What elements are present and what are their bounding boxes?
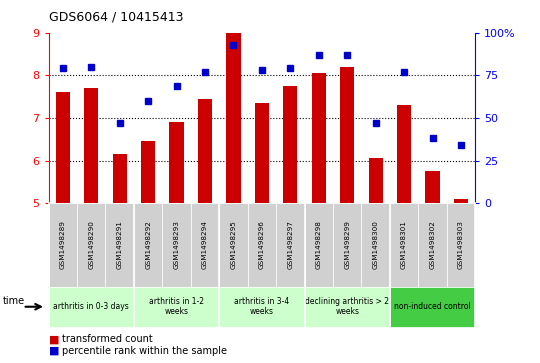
Bar xyxy=(312,73,326,203)
Text: arthritis in 0-3 days: arthritis in 0-3 days xyxy=(53,302,129,311)
Text: ■: ■ xyxy=(49,334,59,344)
Text: GSM1498297: GSM1498297 xyxy=(287,221,293,269)
Text: GSM1498290: GSM1498290 xyxy=(88,221,94,269)
Text: GSM1498298: GSM1498298 xyxy=(316,221,322,269)
Text: GSM1498295: GSM1498295 xyxy=(231,221,237,269)
Bar xyxy=(340,67,354,203)
Text: transformed count: transformed count xyxy=(62,334,153,344)
Text: GSM1498300: GSM1498300 xyxy=(373,221,379,269)
Bar xyxy=(283,86,298,203)
Bar xyxy=(56,93,70,203)
Bar xyxy=(368,159,383,203)
Text: GSM1498303: GSM1498303 xyxy=(458,221,464,269)
Text: GSM1498299: GSM1498299 xyxy=(344,221,350,269)
Text: GSM1498291: GSM1498291 xyxy=(117,221,123,269)
Text: ■: ■ xyxy=(49,346,59,356)
Text: percentile rank within the sample: percentile rank within the sample xyxy=(62,346,227,356)
Text: arthritis in 3-4
weeks: arthritis in 3-4 weeks xyxy=(234,297,289,317)
Text: declining arthritis > 2
weeks: declining arthritis > 2 weeks xyxy=(305,297,389,317)
Bar xyxy=(397,105,411,203)
Text: arthritis in 1-2
weeks: arthritis in 1-2 weeks xyxy=(149,297,204,317)
Text: GSM1498296: GSM1498296 xyxy=(259,221,265,269)
Bar xyxy=(226,33,240,203)
Bar xyxy=(198,99,212,203)
Text: GSM1498301: GSM1498301 xyxy=(401,221,407,269)
Bar xyxy=(84,88,98,203)
Text: GSM1498294: GSM1498294 xyxy=(202,221,208,269)
Text: GSM1498302: GSM1498302 xyxy=(429,221,436,269)
Bar xyxy=(113,154,127,203)
Bar xyxy=(255,103,269,203)
Text: GDS6064 / 10415413: GDS6064 / 10415413 xyxy=(49,11,183,24)
Text: non-induced control: non-induced control xyxy=(394,302,471,311)
Bar xyxy=(170,122,184,203)
Text: GSM1498292: GSM1498292 xyxy=(145,221,151,269)
Text: GSM1498293: GSM1498293 xyxy=(173,221,180,269)
Bar xyxy=(426,171,440,203)
Text: time: time xyxy=(3,296,25,306)
Bar xyxy=(141,142,156,203)
Bar xyxy=(454,199,468,203)
Text: GSM1498289: GSM1498289 xyxy=(60,221,66,269)
